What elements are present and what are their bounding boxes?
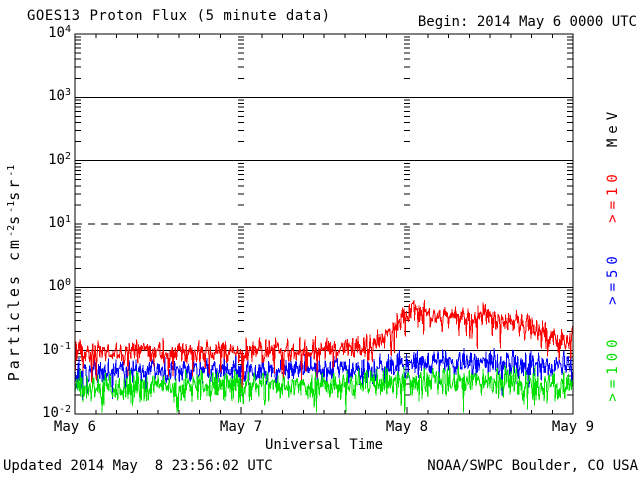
x-tick-label: May 8	[385, 419, 429, 435]
begin-label: Begin: 2014 May 6 0000 UTC	[417, 14, 637, 30]
legend-entry-gt100: >=100	[605, 334, 621, 402]
updated-text: Updated 2014 May 8 23:56:02 UTC	[3, 458, 273, 474]
y-tick-label: 100	[48, 277, 71, 295]
y-tick-label: 101	[48, 214, 71, 231]
x-tick-label: May 6	[53, 419, 97, 435]
y-tick-label: 10-2	[42, 404, 71, 421]
x-tick-label: May 7	[219, 419, 263, 435]
legend-entry-gt10: >=10	[605, 169, 621, 223]
legend-entry-gt50: >=50	[605, 251, 621, 305]
plot-frame	[74, 33, 574, 415]
y-tick-label: 102	[48, 150, 71, 168]
legend-units-label: MeV	[605, 106, 621, 148]
x-axis-label: Universal Time	[264, 437, 384, 453]
x-tick-label: May 9	[551, 419, 595, 435]
source-text: NOAA/SWPC Boulder, CO USA	[427, 458, 638, 474]
flux-series-gt100	[74, 364, 574, 413]
y-tick-label: 104	[48, 24, 71, 41]
flux-series-gt10	[74, 299, 574, 388]
chart-title: GOES13 Proton Flux (5 minute data)	[27, 8, 331, 24]
flux-series-gt50	[74, 347, 574, 401]
y-tick-label: 103	[48, 87, 71, 105]
y-tick-label: 10-1	[42, 340, 71, 358]
